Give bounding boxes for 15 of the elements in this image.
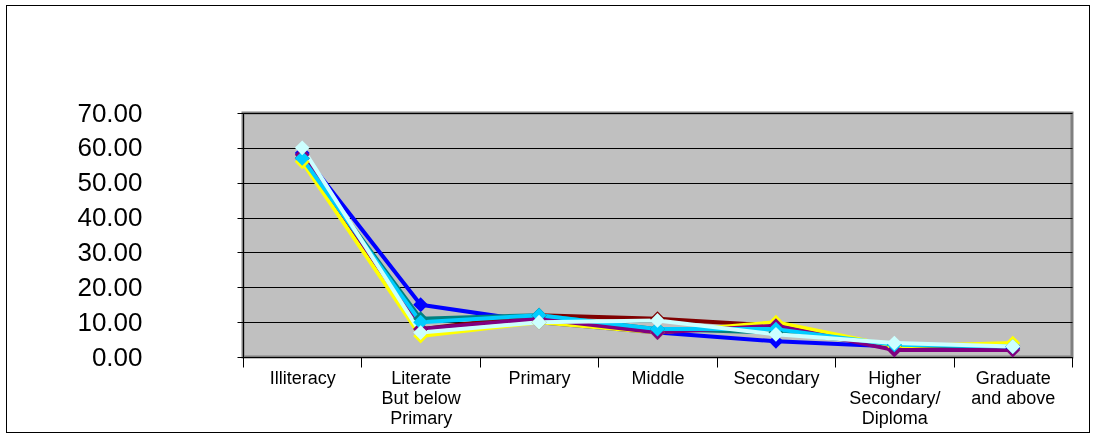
x-tick-label: Secondary <box>733 367 820 388</box>
x-tick-label: Illiteracy <box>269 367 336 388</box>
x-tick-label: Primary <box>508 367 571 388</box>
x-tick-label: Higher Secondary/ Diploma <box>849 367 941 428</box>
x-tick-label: Graduate and above <box>971 367 1056 408</box>
y-tick-label: 40.00 <box>77 202 143 233</box>
x-tick-label: Middle <box>631 367 685 388</box>
y-tick-label: 70.00 <box>77 97 143 128</box>
y-tick-label: 20.00 <box>77 271 143 302</box>
y-tick-label: 50.00 <box>77 167 143 198</box>
y-tick-label: 0.00 <box>91 341 143 372</box>
y-tick-label: 60.00 <box>77 132 143 163</box>
x-tick-label: Literate But below Primary <box>381 367 462 428</box>
y-tick-label: 30.00 <box>77 236 143 267</box>
y-tick-label: 10.00 <box>77 306 143 337</box>
